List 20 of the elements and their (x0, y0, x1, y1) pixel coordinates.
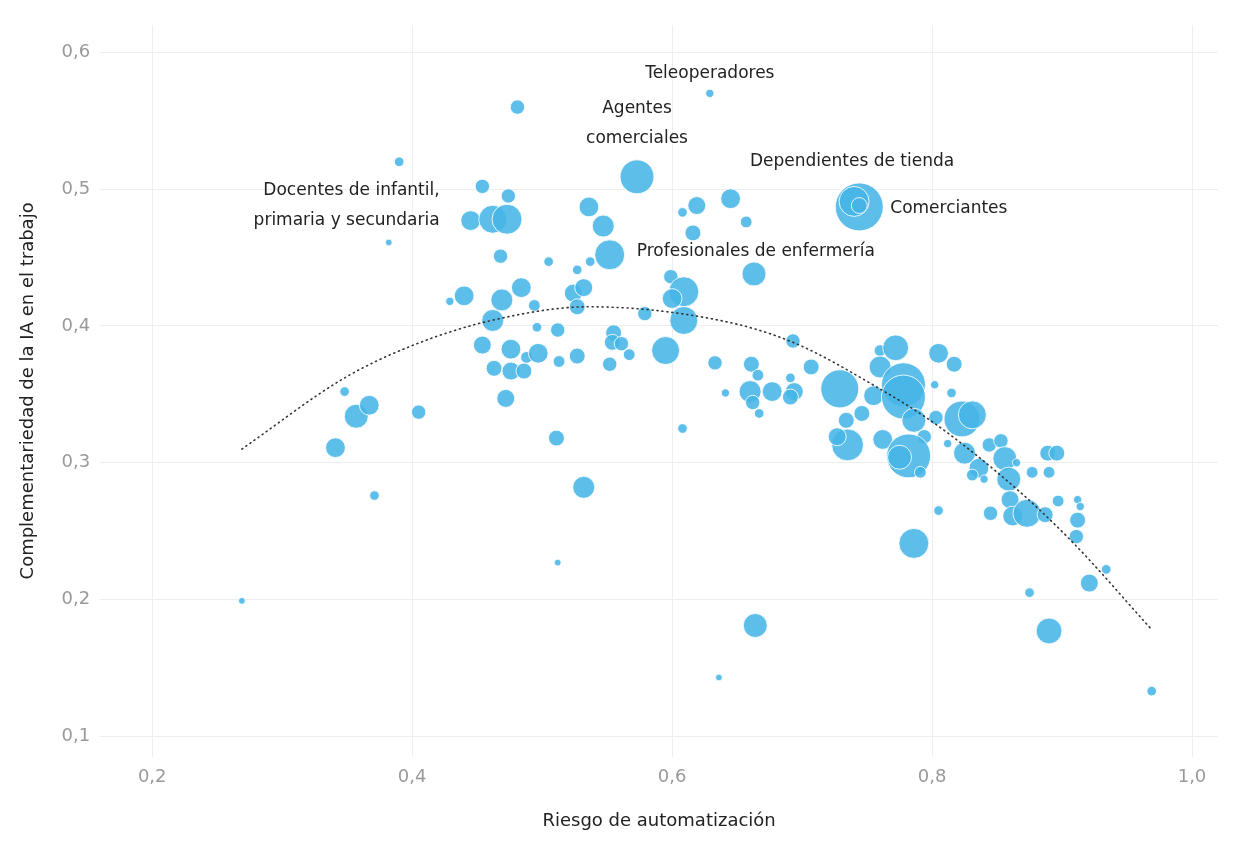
annotation: Docentes de infantil, primaria y secundaria (253, 179, 440, 230)
x-tick-label: 1,0 (1177, 765, 1207, 787)
line-series (241, 305, 1152, 630)
y-tick-label: 0,2 (61, 587, 91, 609)
annotation: Teleoperadores (644, 61, 775, 82)
y-tick-label: 0,6 (61, 40, 91, 62)
x-tick-label: 0,8 (917, 765, 947, 787)
y-axis-title: Complementariedad de la IA en el trabajo (16, 202, 38, 580)
y-tick-label: 0,3 (61, 450, 91, 472)
annotation: Profesionales de enfermería (636, 240, 875, 261)
annotation: Agentes comerciales (586, 97, 689, 148)
x-tick-label: 0,4 (397, 765, 427, 787)
x-axis-title: Riesgo de automatización (542, 808, 776, 830)
x-tick-label: 0,6 (657, 765, 687, 787)
annotation: Dependientes de tienda (749, 149, 955, 170)
annotation: Comerciantes (890, 197, 1008, 218)
y-tick-label: 0,5 (61, 176, 91, 198)
y-tick-label: 0,4 (61, 313, 91, 335)
x-tick-label: 0,2 (137, 765, 167, 787)
y-tick-label: 0,1 (61, 723, 91, 745)
